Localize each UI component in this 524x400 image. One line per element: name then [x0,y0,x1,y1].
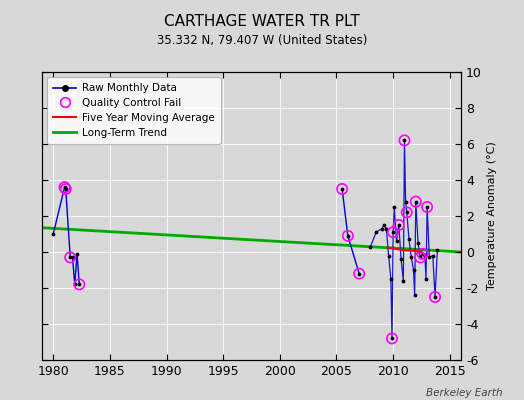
Point [389,229,397,235]
Legend: Raw Monthly Data, Quality Control Fail, Five Year Moving Average, Long-Term Tren: Raw Monthly Data, Quality Control Fail, … [47,77,221,144]
Point [423,204,431,210]
Point [388,335,396,342]
Point [402,209,411,216]
Point [66,254,74,261]
Text: Berkeley Earth: Berkeley Earth [427,388,503,398]
Text: 35.332 N, 79.407 W (United States): 35.332 N, 79.407 W (United States) [157,34,367,47]
Text: CARTHAGE WATER TR PLT: CARTHAGE WATER TR PLT [164,14,360,29]
Y-axis label: Temperature Anomaly (°C): Temperature Anomaly (°C) [487,142,497,290]
Point [61,186,70,192]
Point [75,281,83,288]
Point [60,184,69,190]
Point [355,270,363,277]
Point [344,233,352,239]
Point [431,294,439,300]
Point [338,186,346,192]
Point [416,254,424,261]
Point [412,198,420,205]
Point [395,222,403,228]
Point [400,137,409,144]
Point [418,250,427,257]
